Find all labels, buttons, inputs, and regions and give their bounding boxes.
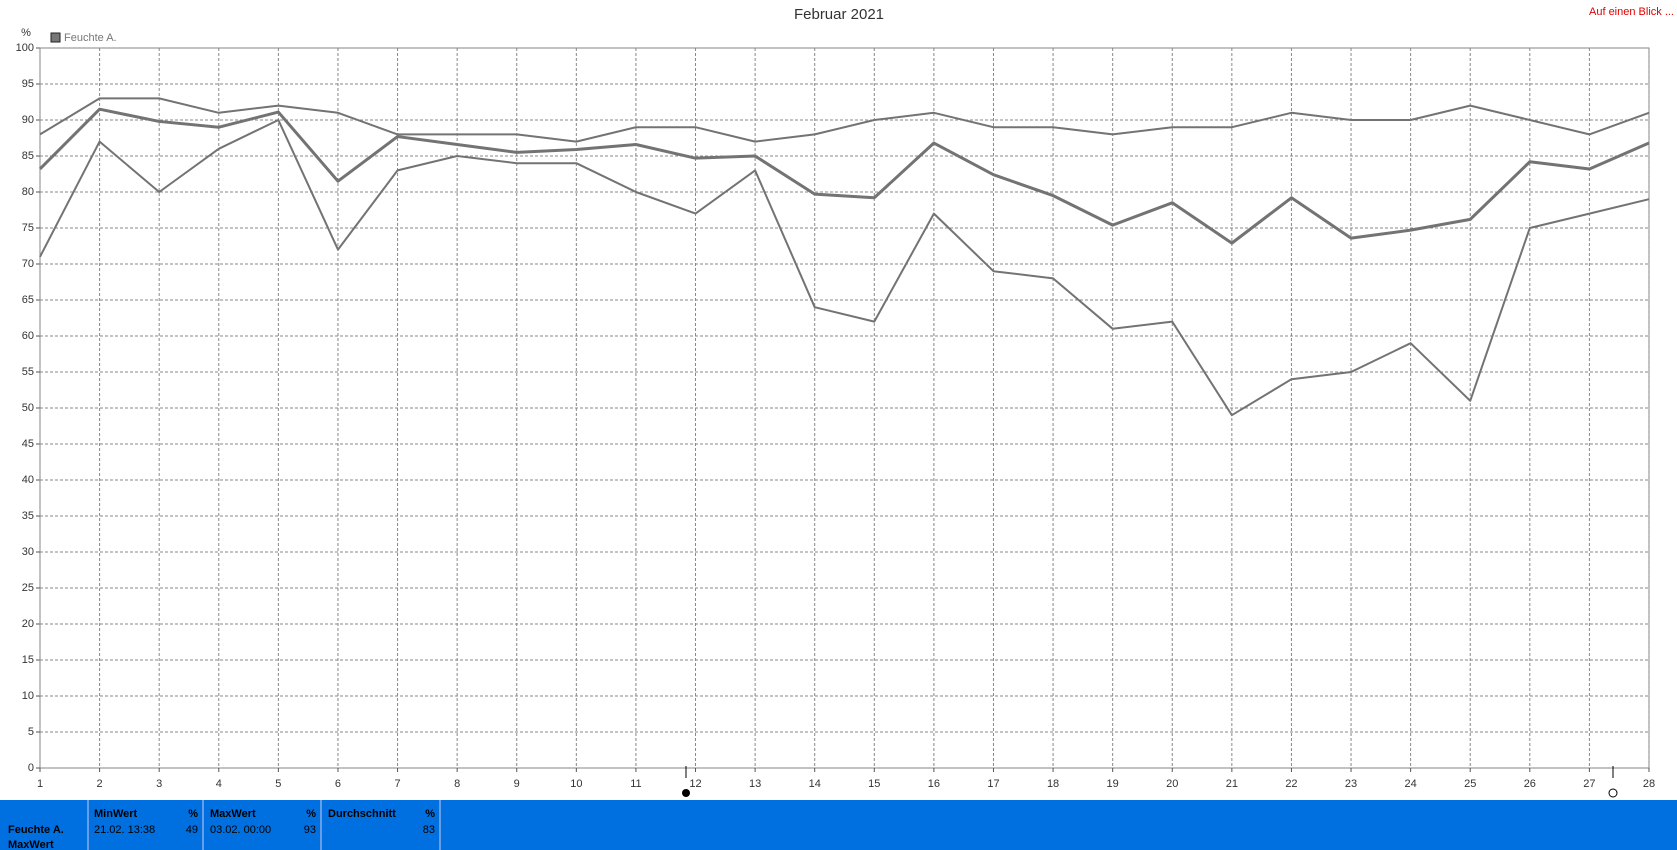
column-unit: % <box>425 808 435 820</box>
y-tick-label: 60 <box>22 330 34 342</box>
chart-title: Februar 2021 <box>794 6 884 23</box>
x-tick-label: 25 <box>1464 778 1476 790</box>
y-tick-label: 80 <box>22 186 34 198</box>
x-tick-label: 19 <box>1107 778 1119 790</box>
column-header: MaxWert <box>210 808 256 820</box>
x-tick-label: 22 <box>1285 778 1297 790</box>
column-unit: % <box>306 808 316 820</box>
x-tick-label: 27 <box>1583 778 1595 790</box>
column-unit: % <box>188 808 198 820</box>
x-tick-label: 20 <box>1166 778 1178 790</box>
data-line <box>39 97 1650 143</box>
x-tick-label: 6 <box>335 778 341 790</box>
x-tick-label: 7 <box>394 778 400 790</box>
y-tick-label: 45 <box>22 438 34 450</box>
moon-icon <box>682 789 690 797</box>
x-tick-label: 5 <box>275 778 281 790</box>
overview-link[interactable]: Auf einen Blick ... <box>1589 6 1674 18</box>
row-label: MaxWert <box>8 839 54 850</box>
x-tick-label: 8 <box>454 778 460 790</box>
summary-bar: Feuchte A. MaxWert MinWert % 21.02. 13:38 4… <box>0 800 1677 850</box>
y-tick-label: 15 <box>22 654 34 666</box>
x-tick-label: 15 <box>868 778 880 790</box>
y-tick-label: 5 <box>28 726 34 738</box>
y-tick-label: 10 <box>22 690 34 702</box>
y-tick-label: 30 <box>22 546 34 558</box>
y-tick-label: 100 <box>16 42 34 54</box>
x-tick-label: 18 <box>1047 778 1059 790</box>
x-tick-label: 16 <box>928 778 940 790</box>
y-unit: % <box>21 27 31 39</box>
x-tick-label: 28 <box>1643 778 1655 790</box>
x-tick-label: 13 <box>749 778 761 790</box>
y-tick-label: 65 <box>22 294 34 306</box>
y-tick-label: 70 <box>22 258 34 270</box>
column-header: Durchschnitt <box>328 808 396 820</box>
data-line <box>38 107 1650 245</box>
x-tick-label: 12 <box>689 778 701 790</box>
x-tick-label: 2 <box>97 778 103 790</box>
x-tick-label: 23 <box>1345 778 1357 790</box>
legend-label: Feuchte A. <box>64 32 117 44</box>
y-tick-label: 40 <box>22 474 34 486</box>
y-tick-label: 25 <box>22 582 34 594</box>
column-value: 83 <box>423 824 435 836</box>
x-tick-label: 21 <box>1226 778 1238 790</box>
y-tick-label: 90 <box>22 114 34 126</box>
column-header: MinWert <box>94 808 138 820</box>
x-tick-label: 17 <box>987 778 999 790</box>
data-line <box>39 119 1650 417</box>
column-time: 21.02. 13:38 <box>94 824 155 836</box>
column-value: 49 <box>186 824 198 836</box>
x-tick-label: 10 <box>570 778 582 790</box>
row-label: Feuchte A. <box>8 824 64 836</box>
column-time: 03.02. 00:00 <box>210 824 271 836</box>
x-tick-label: 11 <box>630 778 641 790</box>
x-tick-label: 24 <box>1405 778 1417 790</box>
y-tick-label: 85 <box>22 150 34 162</box>
y-tick-label: 50 <box>22 402 34 414</box>
y-tick-label: 0 <box>28 762 34 774</box>
column-value: 93 <box>304 824 316 836</box>
moon-icon <box>1608 788 1618 798</box>
x-tick-label: 3 <box>156 778 162 790</box>
y-tick-label: 75 <box>22 222 34 234</box>
x-tick-label: 14 <box>809 778 821 790</box>
y-tick-label: 20 <box>22 618 34 630</box>
x-tick-label: 4 <box>216 778 222 790</box>
y-tick-label: 35 <box>22 510 34 522</box>
summary-bg <box>0 800 1677 850</box>
y-tick-label: 95 <box>22 78 34 90</box>
legend-swatch <box>50 32 61 43</box>
x-tick-label: 9 <box>514 778 520 790</box>
x-tick-label: 26 <box>1524 778 1536 790</box>
y-tick-label: 55 <box>22 366 34 378</box>
x-tick-label: 1 <box>37 778 43 790</box>
